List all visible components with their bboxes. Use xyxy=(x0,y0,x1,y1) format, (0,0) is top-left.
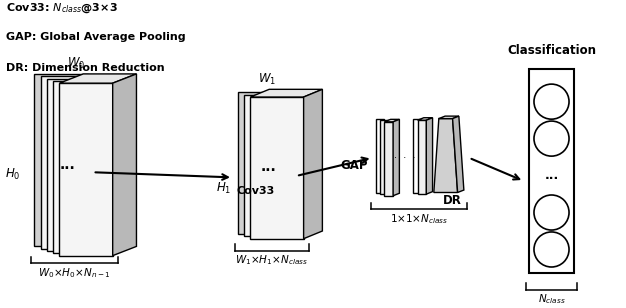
Polygon shape xyxy=(380,120,389,194)
Polygon shape xyxy=(41,76,94,249)
Text: ·  ·  ·: · · · xyxy=(394,153,416,163)
Polygon shape xyxy=(453,116,464,192)
Polygon shape xyxy=(413,119,422,192)
Text: DR: DR xyxy=(443,194,461,207)
Text: GAP: GAP xyxy=(341,159,368,172)
Polygon shape xyxy=(418,118,433,120)
Text: $H_1$: $H_1$ xyxy=(217,181,232,196)
Polygon shape xyxy=(53,81,106,253)
Polygon shape xyxy=(418,120,426,194)
Text: $1{\times}1{\times}N_{class}$: $1{\times}1{\times}N_{class}$ xyxy=(389,212,448,226)
Text: Classification: Classification xyxy=(507,44,596,57)
Polygon shape xyxy=(59,74,136,83)
Polygon shape xyxy=(244,95,297,237)
Polygon shape xyxy=(304,89,322,239)
Polygon shape xyxy=(434,119,458,192)
Polygon shape xyxy=(426,118,433,194)
Text: ...: ... xyxy=(60,158,76,172)
Text: $W_1$: $W_1$ xyxy=(259,72,277,87)
Text: $W_0{\times}H_0{\times}N_{n-1}$: $W_0{\times}H_0{\times}N_{n-1}$ xyxy=(38,266,111,280)
Polygon shape xyxy=(439,116,459,119)
Polygon shape xyxy=(376,119,384,192)
Polygon shape xyxy=(393,119,399,196)
Text: DR: Dimension Reduction: DR: Dimension Reduction xyxy=(6,63,165,73)
Polygon shape xyxy=(47,79,100,251)
Text: ...: ... xyxy=(545,169,558,182)
Text: $H_0$: $H_0$ xyxy=(5,166,21,181)
Text: $W_1{\times}H_1{\times}N_{class}$: $W_1{\times}H_1{\times}N_{class}$ xyxy=(235,253,308,267)
Bar xyxy=(529,69,574,273)
Polygon shape xyxy=(250,97,304,239)
Polygon shape xyxy=(34,74,88,246)
Text: $W_0$: $W_0$ xyxy=(68,56,86,71)
Text: $N_{class}$: $N_{class}$ xyxy=(538,292,565,306)
Text: Cov33: $N_{class}$@3×3: Cov33: $N_{class}$@3×3 xyxy=(6,2,118,15)
Polygon shape xyxy=(113,74,136,256)
Polygon shape xyxy=(59,83,113,256)
Polygon shape xyxy=(384,119,399,122)
Polygon shape xyxy=(250,89,322,97)
Text: Cov33: Cov33 xyxy=(237,186,275,196)
Polygon shape xyxy=(384,122,393,196)
Text: GAP: Global Average Pooling: GAP: Global Average Pooling xyxy=(6,32,186,42)
Polygon shape xyxy=(238,92,291,234)
Text: ...: ... xyxy=(260,160,276,175)
